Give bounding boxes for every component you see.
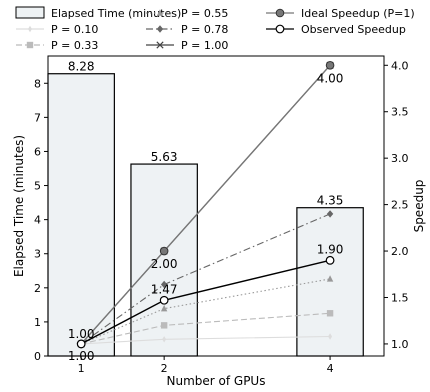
y-left-tick-label: 1 <box>34 316 41 329</box>
legend-entry: Ideal Speedup (P=1) <box>266 7 415 20</box>
y-axis-right-label: Speedup <box>412 180 426 233</box>
series-line <box>80 278 331 345</box>
legend-marker <box>26 41 34 49</box>
series-line <box>81 335 331 345</box>
legend-label: P = 0.33 <box>51 39 98 52</box>
series-point <box>325 60 335 70</box>
legend-marker <box>28 25 32 33</box>
y-left-tick-label: 7 <box>34 111 41 124</box>
series-point <box>159 295 169 305</box>
speedup-label: 4.00 <box>317 71 344 85</box>
y-left-tick-label: 5 <box>34 180 41 193</box>
y-right-tick-label: 2.5 <box>391 199 409 212</box>
plot-frame <box>47 55 385 357</box>
legend-entry: P = 0.55 <box>146 7 228 20</box>
y-right-tick-label: 1.0 <box>391 338 409 351</box>
legend-marker <box>275 24 285 34</box>
series-observed-speedup <box>76 255 335 349</box>
legend: Elapsed Time (minutes) P = 0.10 P = 0.33 P … <box>15 6 415 52</box>
bars-layer <box>47 73 364 357</box>
axes-layer <box>47 55 385 357</box>
y-right-tick-label: 3.0 <box>391 152 409 165</box>
speedup-label: 1.00 <box>68 327 95 341</box>
legend-label: Observed Speedup <box>301 23 406 36</box>
y-right-tick-label: 2.0 <box>391 245 409 258</box>
legend-entry: P = 1.00 <box>146 39 228 52</box>
bar-value-label-gpu-4: 4.35 <box>317 194 344 208</box>
y-left-tick-label: 6 <box>34 145 41 158</box>
speedup-label: 2.00 <box>151 257 178 271</box>
speedup-label: 1.90 <box>317 242 344 256</box>
legend-entry: Observed Speedup <box>266 23 406 36</box>
speedup-label: 1.47 <box>151 282 178 296</box>
legend-label: P = 0.78 <box>181 23 228 36</box>
y-left-tick-label: 0 <box>34 350 41 363</box>
data-labels-layer: 8.28 5.63 4.35 2.00 4.00 1.00 1.47 1.90 1.00 <box>68 60 344 363</box>
legend-label: Elapsed Time (minutes) <box>51 7 181 20</box>
series-point <box>328 333 333 340</box>
legend-label: Ideal Speedup (P=1) <box>301 7 415 20</box>
legend-entry: Elapsed Time (minutes) <box>15 6 181 20</box>
x-tick-label: 2 <box>161 362 168 375</box>
series-point <box>162 336 167 343</box>
legend-label: P = 0.10 <box>51 23 98 36</box>
legend-marker <box>275 8 285 18</box>
series-point <box>160 322 168 329</box>
y-left-tick-label: 4 <box>34 214 41 227</box>
y-right-tick-label: 3.5 <box>391 106 409 119</box>
series-line <box>80 64 331 345</box>
series-point <box>326 210 334 218</box>
y-right-tick-label: 1.5 <box>391 291 409 304</box>
legend-entry: P = 0.78 <box>146 23 228 36</box>
y-right-tick-label: 4.0 <box>391 59 409 72</box>
legend-label: P = 1.00 <box>181 39 228 52</box>
y-axis-left-label: Elapsed Time (minutes) <box>12 135 26 277</box>
legend-marker <box>156 41 164 49</box>
ticks-layer: 1 2 4 0 1 2 3 4 5 6 7 8 1.0 1.5 2.0 2.5 3.0 3.5 4.0 <box>34 59 409 375</box>
x-axis-label: Number of GPUs <box>167 374 266 388</box>
series-ideal-speedup-p-1 <box>76 60 335 349</box>
bar-gpu-4 <box>296 207 364 357</box>
series-point <box>325 255 335 265</box>
series-p-0-78 <box>77 210 334 348</box>
series-point <box>159 246 169 256</box>
legend-marker <box>156 9 164 16</box>
bar-value-label-gpu-2: 5.63 <box>151 150 178 164</box>
legend-swatch <box>15 6 45 19</box>
y-left-tick-label: 3 <box>34 248 41 261</box>
legend-label: P = 0.55 <box>181 7 228 20</box>
speedup-lines-layer <box>76 60 335 349</box>
y-left-tick-label: 2 <box>34 282 41 295</box>
series-point <box>76 339 86 349</box>
bar-gpu-1 <box>47 73 115 357</box>
speedup-label-baseline: 1.00 <box>68 349 95 363</box>
series-point <box>160 280 168 289</box>
legend-entry: P = 0.33 <box>16 39 98 52</box>
series-point <box>326 310 334 317</box>
series-point <box>326 275 334 282</box>
bar-value-label-gpu-1: 8.28 <box>68 60 95 74</box>
series-p-0-55 <box>77 275 334 347</box>
series-point <box>160 304 168 312</box>
y-left-tick-label: 8 <box>34 77 41 90</box>
x-tick-label: 4 <box>327 362 334 375</box>
legend-marker <box>156 25 164 33</box>
x-tick-label: 1 <box>78 362 85 375</box>
legend-entry: P = 0.10 <box>16 23 98 36</box>
